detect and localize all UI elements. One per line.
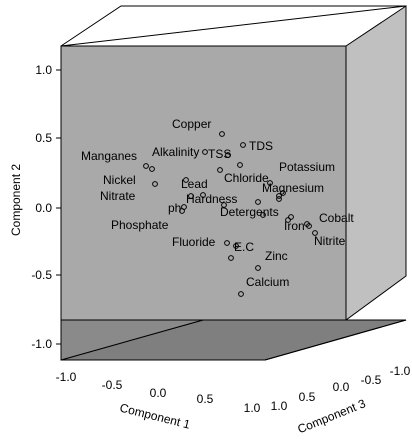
point-marker: [280, 190, 286, 196]
point-marker: [237, 162, 243, 168]
point-marker: [200, 192, 206, 198]
point-marker: [285, 217, 291, 223]
y-tick-label: 0.0: [35, 201, 52, 215]
point-label: TDS: [249, 139, 273, 153]
point-label: Cobalt: [319, 211, 354, 225]
point-marker: [233, 243, 239, 249]
point-marker: [188, 193, 194, 199]
point-marker: [149, 166, 155, 172]
x-axis-component3: 1.0 0.5 0.0 -0.5 -1.0: [271, 364, 411, 413]
component3-tick-label: -1.0: [390, 364, 411, 378]
point-marker: [238, 291, 244, 297]
point-marker: [255, 265, 261, 271]
point-label: Manganes: [81, 149, 137, 163]
component3-tick-label: 1.0: [271, 399, 288, 413]
component1-tick-label: 1.0: [244, 401, 261, 415]
point-marker: [152, 181, 158, 187]
point-label: Nitrate: [100, 189, 136, 203]
point-marker: [267, 180, 273, 186]
point-label: Lead: [181, 177, 208, 191]
point-label: E.C: [234, 240, 254, 254]
point-marker: [255, 199, 261, 205]
component1-tick-label: -1.0: [56, 370, 77, 384]
component1-tick-label: 0.0: [150, 386, 167, 400]
point-label: Alkalinity: [152, 145, 199, 159]
component1-tick-label: 0.5: [197, 392, 214, 406]
point-label: Calcium: [246, 275, 289, 289]
point-label: Nitrite: [314, 234, 346, 248]
point-label: Magnesium: [262, 181, 324, 195]
point-marker: [221, 202, 227, 208]
point-marker: [219, 131, 225, 137]
point-label: Iron: [284, 219, 305, 233]
point-marker: [181, 204, 187, 210]
point-marker: [276, 196, 282, 202]
component3-tick-label: 0.0: [333, 380, 350, 394]
point-marker: [240, 142, 246, 148]
point-label: ph: [168, 201, 181, 215]
y-axis: 1.0 0.5 0.0 -0.5 -1.0: [31, 63, 61, 351]
point-marker: [183, 177, 189, 183]
point-marker: [202, 149, 208, 155]
y-tick-label: -0.5: [31, 268, 52, 282]
point-marker: [143, 163, 149, 169]
points: Copper TDS TSS Alkalinity Manganes Chloride Ni…: [81, 117, 354, 297]
point-marker: [224, 240, 230, 246]
side-wall: [345, 5, 407, 321]
top-edge: [60, 5, 407, 47]
point-label: Potassium: [279, 160, 335, 174]
y-tick-label: -1.0: [31, 337, 52, 351]
y-tick-label: 0.5: [35, 131, 52, 145]
point-label: TSS: [208, 147, 231, 161]
point-label: Zinc: [265, 249, 288, 263]
point-label: Fluoride: [172, 235, 216, 249]
point-marker: [306, 223, 312, 229]
point-label: Chloride: [224, 171, 269, 185]
component3-tick-label: 0.5: [299, 390, 316, 404]
x-axis-title-component1: Component 1: [118, 401, 192, 432]
point-label: Hardness: [186, 192, 237, 206]
point-label: Phosphate: [111, 218, 169, 232]
point-marker: [260, 212, 266, 218]
point-label: Copper: [172, 117, 211, 131]
point-label: Detergents: [220, 205, 279, 219]
point-marker: [276, 193, 282, 199]
component3-tick-label: -0.5: [361, 373, 382, 387]
point-marker: [312, 230, 318, 236]
y-tick-label: 1.0: [35, 63, 52, 77]
point-marker: [225, 152, 231, 158]
point-label: Nickel: [103, 173, 136, 187]
point-marker: [217, 167, 223, 173]
point-marker: [228, 255, 234, 261]
point-marker: [288, 214, 294, 220]
y-axis-title: Component 2: [9, 164, 23, 236]
component1-tick-label: -0.5: [102, 378, 123, 392]
x-axis-component1: -1.0 -0.5 0.0 0.5 1.0: [56, 370, 261, 415]
